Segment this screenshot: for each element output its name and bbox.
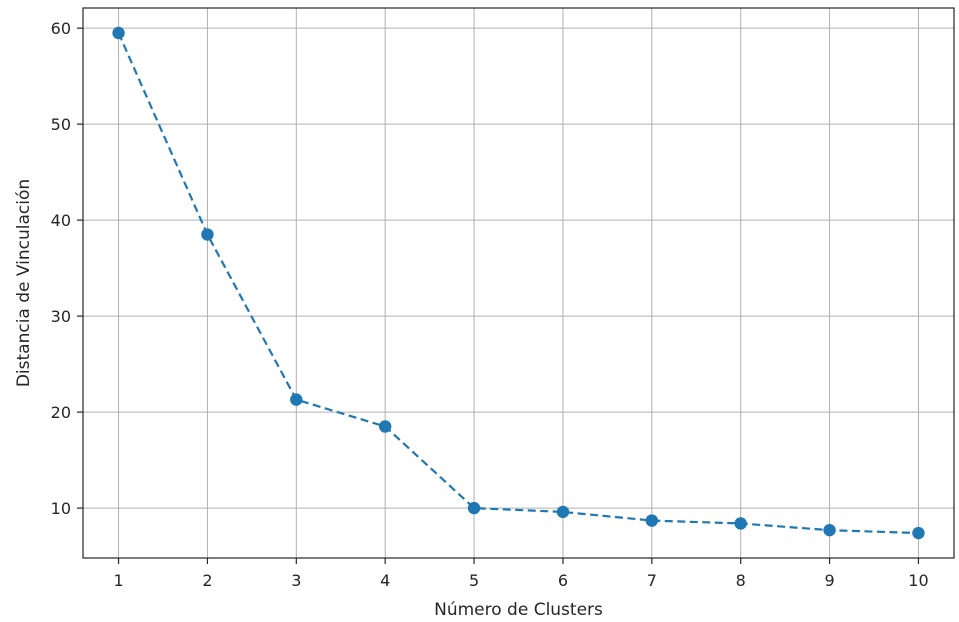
data-point <box>912 526 925 540</box>
data-point <box>823 523 836 537</box>
ticks: 1 2 3 4 5 6 7 8 9 10 10 20 30 40 50 60 <box>51 19 929 590</box>
data-point <box>112 26 125 40</box>
data-point <box>645 514 659 527</box>
data-point <box>467 501 481 515</box>
data-point <box>556 505 570 519</box>
series <box>112 26 925 540</box>
y-tick-label: 30 <box>51 307 71 326</box>
data-point <box>734 517 747 530</box>
grid <box>83 8 954 558</box>
x-tick-label: 6 <box>558 571 568 590</box>
x-tick-label: 2 <box>202 571 212 590</box>
y-tick-label: 40 <box>51 211 71 230</box>
data-point <box>378 420 392 433</box>
x-axis-label: Número de Clusters <box>434 600 603 620</box>
x-tick-label: 4 <box>380 571 390 590</box>
x-tick-label: 1 <box>113 571 123 590</box>
x-tick-label: 9 <box>824 571 834 590</box>
x-tick-label: 3 <box>291 571 301 590</box>
x-tick-label: 7 <box>647 571 657 590</box>
y-tick-label: 20 <box>51 403 71 422</box>
data-point <box>290 393 303 406</box>
series-line <box>117 32 919 535</box>
plot-frame <box>82 7 955 559</box>
y-tick-label: 50 <box>51 115 71 134</box>
y-tick-label: 10 <box>51 499 71 518</box>
x-tick-label: 8 <box>736 571 746 590</box>
x-tick-label: 5 <box>469 571 479 590</box>
data-point <box>201 228 214 241</box>
y-axis-label: Distancia de Vinculación <box>14 179 34 387</box>
y-tick-label: 60 <box>51 19 71 38</box>
x-tick-label: 10 <box>908 571 928 590</box>
